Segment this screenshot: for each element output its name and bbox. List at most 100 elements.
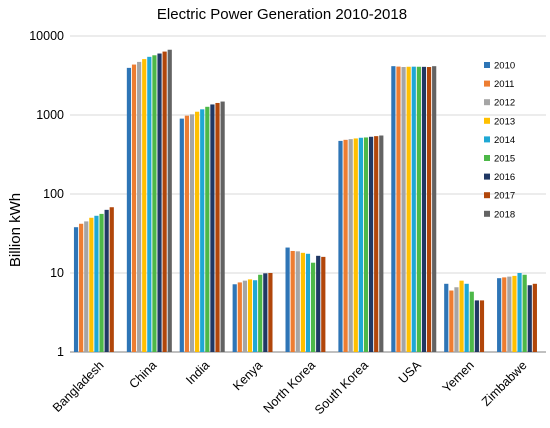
bar-bangladesh-2010: [73, 227, 79, 352]
y-axis-label: Billion kWh: [7, 193, 24, 267]
y-tick-label: 10000: [29, 29, 64, 43]
bar-north-korea-2011: [290, 250, 295, 352]
bar-south-korea-2014: [358, 137, 363, 352]
bar-zimbabwe-2013: [512, 275, 517, 352]
bar-kenya-2016: [263, 273, 268, 352]
legend-entry-2012: 2012: [484, 98, 515, 109]
chart-title: Electric Power Generation 2010-2018: [157, 6, 407, 23]
legend-label: 2012: [494, 98, 515, 109]
bar-north-korea-2015: [311, 262, 316, 352]
bar-south-korea-2013: [353, 138, 358, 352]
legend-entry-2011: 2011: [484, 79, 514, 90]
bar-north-korea-2014: [305, 253, 311, 352]
bar-south-korea-2017: [374, 136, 379, 352]
bar-china-2018: [167, 49, 172, 353]
x-tick-label: USA: [396, 358, 425, 387]
bar-usa-2014: [411, 66, 416, 352]
bar-usa-2013: [406, 66, 411, 353]
bar-usa-2018: [432, 66, 437, 353]
legend-swatch: [484, 136, 490, 143]
bar-china-2013: [142, 59, 147, 352]
x-tick-label: Zimbabwe: [479, 358, 530, 409]
x-tick-label: South Korea: [312, 358, 371, 417]
bar-china-2017: [162, 51, 167, 353]
bar-kenya-2013: [247, 279, 253, 352]
bar-north-korea-2012: [295, 251, 300, 352]
bar-india-2018: [220, 101, 225, 353]
bar-yemen-2013: [459, 280, 464, 352]
bar-india-2011: [184, 115, 190, 352]
bar-india-2014: [200, 109, 205, 352]
legend-entry-2015: 2015: [484, 154, 515, 165]
bar-south-korea-2015: [363, 137, 369, 352]
bar-kenya-2017: [268, 273, 273, 352]
bar-china-2010: [126, 67, 132, 352]
bar-south-korea-2012: [348, 139, 353, 352]
bar-bangladesh-2011: [79, 223, 84, 352]
bar-usa-2012: [401, 67, 406, 353]
legend-label: 2011: [494, 79, 514, 90]
bar-yemen-2014: [464, 283, 469, 352]
y-tick-label: 10: [50, 266, 64, 280]
legend-swatch: [484, 210, 490, 217]
bar-usa-2015: [416, 66, 421, 353]
x-tick-label: Bangladesh: [50, 358, 107, 415]
bar-yemen-2010: [444, 283, 449, 352]
bar-yemen-2016: [474, 300, 479, 352]
legend-label: 2015: [494, 154, 515, 165]
bars: [73, 49, 537, 353]
legend-swatch: [484, 117, 490, 124]
bar-india-2017: [215, 102, 220, 352]
bar-bangladesh-2015: [99, 213, 104, 352]
bar-north-korea-2017: [321, 256, 326, 352]
bar-india-2010: [179, 118, 184, 353]
y-tick-label: 1000: [36, 108, 64, 122]
bar-bangladesh-2017: [109, 207, 114, 352]
legend-entry-2014: 2014: [484, 135, 515, 146]
bar-india-2015: [205, 106, 210, 353]
legend-swatch: [484, 62, 490, 68]
bar-usa-2011: [396, 66, 401, 352]
bar-north-korea-2013: [300, 252, 305, 352]
legend-entry-2018: 2018: [484, 209, 515, 220]
bar-yemen-2012: [454, 287, 459, 352]
bar-zimbabwe-2014: [517, 273, 522, 352]
legend-swatch: [484, 155, 490, 161]
x-tick-label: North Korea: [261, 358, 319, 416]
bar-zimbabwe-2016: [527, 285, 532, 352]
bar-india-2012: [189, 114, 195, 352]
bar-china-2012: [137, 61, 142, 353]
bar-china-2014: [147, 56, 152, 352]
legend-label: 2017: [494, 191, 515, 202]
legend-label: 2018: [494, 209, 515, 220]
bar-bangladesh-2014: [94, 215, 99, 352]
y-tick-label: 1: [57, 345, 64, 359]
bar-bangladesh-2012: [84, 221, 89, 352]
legend-label: 2013: [494, 116, 515, 127]
legend-entry-2010: 2010: [484, 61, 515, 72]
bar-south-korea-2010: [338, 140, 343, 352]
legend-label: 2010: [494, 61, 515, 72]
legend: 2010 2011 2012 2013 2014 2015 2016 2017 2018: [484, 61, 515, 220]
bar-kenya-2010: [232, 284, 237, 352]
x-tick-label: China: [126, 358, 159, 391]
y-tick-label: 100: [43, 187, 64, 201]
bar-zimbabwe-2011: [502, 277, 507, 352]
bar-zimbabwe-2010: [497, 278, 502, 352]
bar-bangladesh-2016: [104, 209, 109, 352]
bar-yemen-2017: [479, 300, 485, 352]
bar-yemen-2011: [449, 290, 454, 352]
bar-zimbabwe-2012: [507, 276, 512, 352]
bar-china-2011: [131, 64, 137, 352]
legend-entry-2013: 2013: [484, 116, 515, 127]
bar-zimbabwe-2015: [522, 274, 527, 352]
bar-kenya-2015: [258, 274, 263, 352]
legend-swatch: [484, 173, 490, 180]
bar-north-korea-2010: [285, 247, 290, 352]
bar-yemen-2015: [469, 291, 474, 352]
x-tick-label: India: [183, 358, 212, 387]
bar-kenya-2011: [237, 282, 242, 352]
bar-kenya-2014: [253, 280, 258, 352]
